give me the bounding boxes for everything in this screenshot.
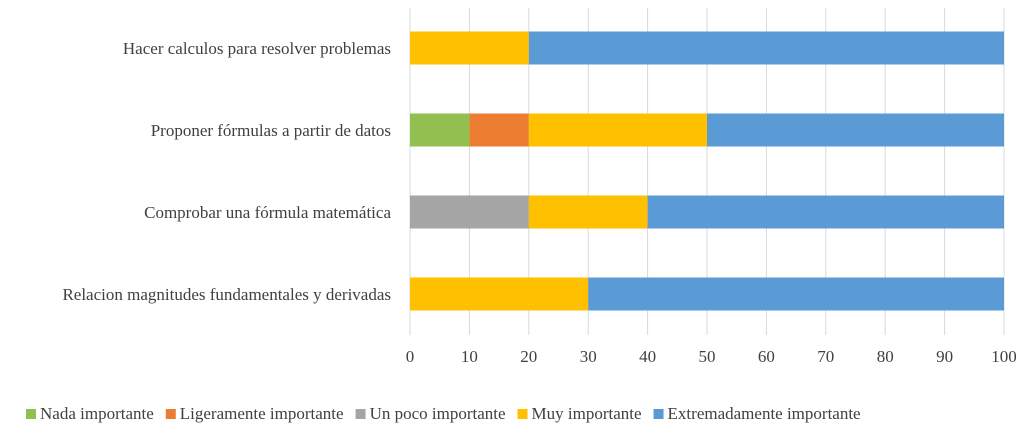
bar-segment: [528, 31, 1004, 65]
category-label: Comprobar una fórmula matemática: [144, 203, 391, 222]
x-tick-label: 90: [936, 347, 953, 366]
bar-segment: [410, 277, 589, 311]
category-label: Proponer fórmulas a partir de datos: [151, 121, 391, 140]
bar-segment: [410, 113, 470, 147]
x-tick-label: 80: [877, 347, 894, 366]
bars: [410, 31, 1004, 311]
bar-segment: [588, 277, 1004, 311]
x-tick-label: 50: [699, 347, 716, 366]
x-tick-label: 10: [461, 347, 478, 366]
legend: Nada importante Ligeramente importante Un …: [26, 404, 861, 423]
x-tick-label: 20: [520, 347, 537, 366]
legend-label: Ligeramente importante: [180, 404, 344, 423]
bar-segment: [469, 113, 529, 147]
x-tick-label: 100: [991, 347, 1017, 366]
legend-swatch: [26, 409, 36, 419]
legend-label: Extremadamente importante: [668, 404, 861, 423]
legend-swatch: [653, 409, 664, 419]
bar-segment: [528, 113, 707, 147]
bar-segment: [707, 113, 1004, 147]
x-tick-label: 70: [817, 347, 834, 366]
x-tick-label: 60: [758, 347, 775, 366]
bar-segment: [647, 195, 1004, 229]
bar-segment: [528, 195, 648, 229]
legend-label: Un poco importante: [370, 404, 506, 423]
bar-segment: [410, 195, 529, 229]
category-label: Hacer calculos para resolver problemas: [123, 39, 391, 58]
legend-item: Nada importante: [26, 404, 154, 423]
bar-segment: [410, 31, 529, 65]
x-tick-label: 0: [406, 347, 415, 366]
legend-item: Un poco importante: [355, 404, 506, 423]
legend-label: Muy importante: [532, 404, 642, 423]
x-tick-label: 40: [639, 347, 656, 366]
category-labels: Hacer calculos para resolver problemas Pr…: [62, 39, 391, 304]
legend-label: Nada importante: [40, 404, 154, 423]
legend-item: Extremadamente importante: [653, 404, 861, 423]
x-tick-label: 30: [580, 347, 597, 366]
x-axis-tick-labels: 0 10 20 30 40 50 60 70 80 90 100: [406, 347, 1017, 366]
legend-item: Ligeramente importante: [165, 404, 344, 423]
legend-item: Muy importante: [517, 404, 642, 423]
legend-swatch: [517, 409, 528, 419]
legend-swatch: [355, 409, 366, 419]
legend-swatch: [165, 409, 176, 419]
category-label: Relacion magnitudes fundamentales y deri…: [62, 285, 391, 304]
